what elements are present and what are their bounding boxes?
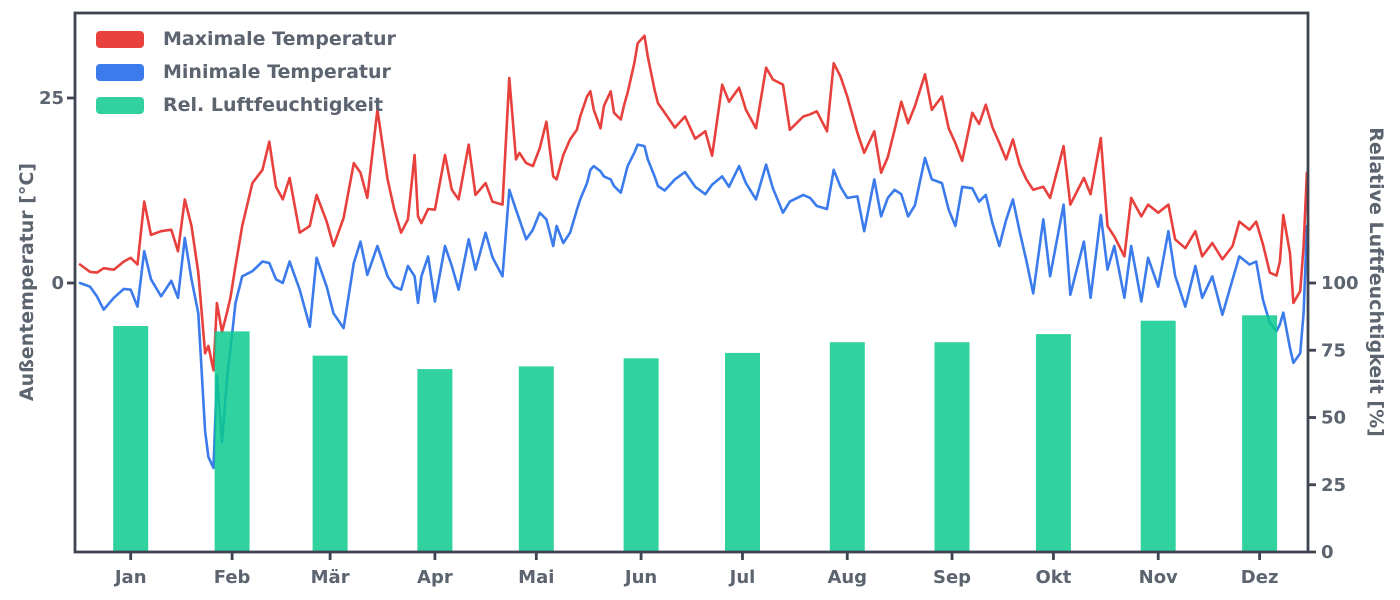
left-tick-label: 25 — [39, 88, 64, 109]
x-tick-label: Okt — [1035, 567, 1071, 588]
humidity-bar — [934, 342, 970, 552]
humidity-bar — [1035, 334, 1071, 552]
humidity-bar — [214, 331, 250, 552]
right-tick-label: 50 — [1321, 408, 1346, 429]
legend-label: Maximale Temperatur — [163, 28, 396, 50]
x-tick-label: Dez — [1241, 567, 1279, 588]
x-tick-label: Apr — [417, 567, 453, 588]
humidity-bar — [1140, 320, 1176, 552]
legend-label: Rel. Luftfeuchtigkeit — [163, 94, 384, 116]
legend-label: Minimale Temperatur — [163, 61, 391, 83]
x-tick-label: Jan — [113, 567, 147, 588]
legend-entry-max-temp: Maximale Temperatur — [96, 28, 396, 50]
x-tick-label: Jul — [728, 567, 756, 588]
humidity-bar — [1242, 315, 1278, 552]
humidity-bar — [725, 352, 760, 552]
x-tick-label: Sep — [933, 567, 971, 588]
humidity-bar — [623, 358, 659, 552]
humidity-bar — [518, 366, 554, 552]
x-tick-label: Aug — [827, 567, 867, 588]
x-tick-label: Mai — [518, 567, 554, 588]
humidity-bar — [417, 369, 453, 552]
humidity-bar — [312, 355, 348, 552]
x-tick-label: Jun — [623, 567, 657, 588]
x-tick-label: Feb — [214, 567, 251, 588]
max-temp-swatch-icon — [96, 30, 144, 48]
legend-entry-min-temp: Minimale Temperatur — [96, 61, 396, 83]
right-tick-label: 0 — [1321, 542, 1334, 563]
x-tick-label: Nov — [1139, 567, 1178, 588]
max-temp-line — [78, 34, 1309, 372]
right-tick-label: 100 — [1321, 273, 1359, 294]
legend-entry-humidity: Rel. Luftfeuchtigkeit — [96, 94, 396, 116]
humidity-swatch-icon — [96, 96, 144, 114]
legend: Maximale Temperatur Minimale Temperatur … — [96, 28, 396, 129]
x-tick-label: Mär — [311, 567, 350, 588]
min-temp-line — [78, 143, 1309, 470]
min-temp-swatch-icon — [96, 63, 144, 81]
right-tick-label: 75 — [1321, 340, 1346, 361]
humidity-bar — [113, 326, 149, 552]
left-tick-label: 0 — [51, 273, 64, 294]
right-tick-label: 25 — [1321, 475, 1346, 496]
humidity-bar — [829, 342, 865, 552]
